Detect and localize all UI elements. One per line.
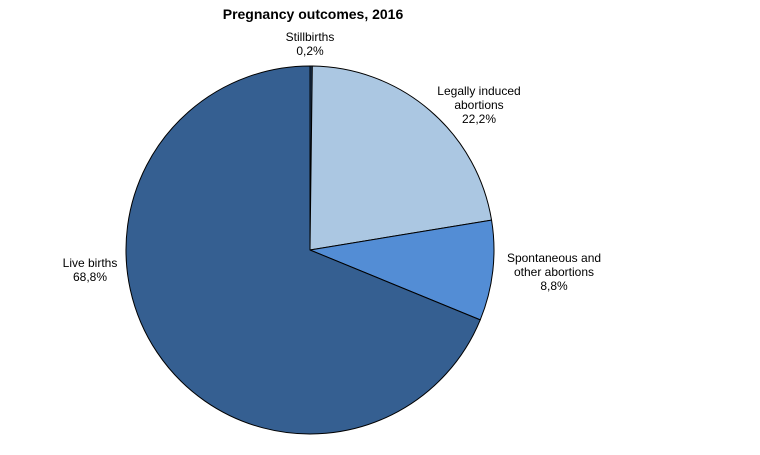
pie-slices: [125, 65, 495, 435]
slice-label-0: Stillbirths 0,2%: [286, 30, 335, 58]
slice-label-2: Spontaneous and other abortions 8,8%: [507, 251, 601, 293]
slice-labels: Stillbirths 0,2% Legally induced abortions 2…: [63, 30, 601, 293]
slice-label-1: Legally induced abortions 22,2%: [437, 84, 520, 126]
pie-slice-1: [309, 65, 493, 251]
pie-slice-2: [309, 219, 495, 321]
chart-title: Pregnancy outcomes, 2016: [223, 6, 404, 22]
pie-slice-3: [125, 65, 481, 435]
slice-label-3: Live births 68,8%: [63, 256, 118, 284]
